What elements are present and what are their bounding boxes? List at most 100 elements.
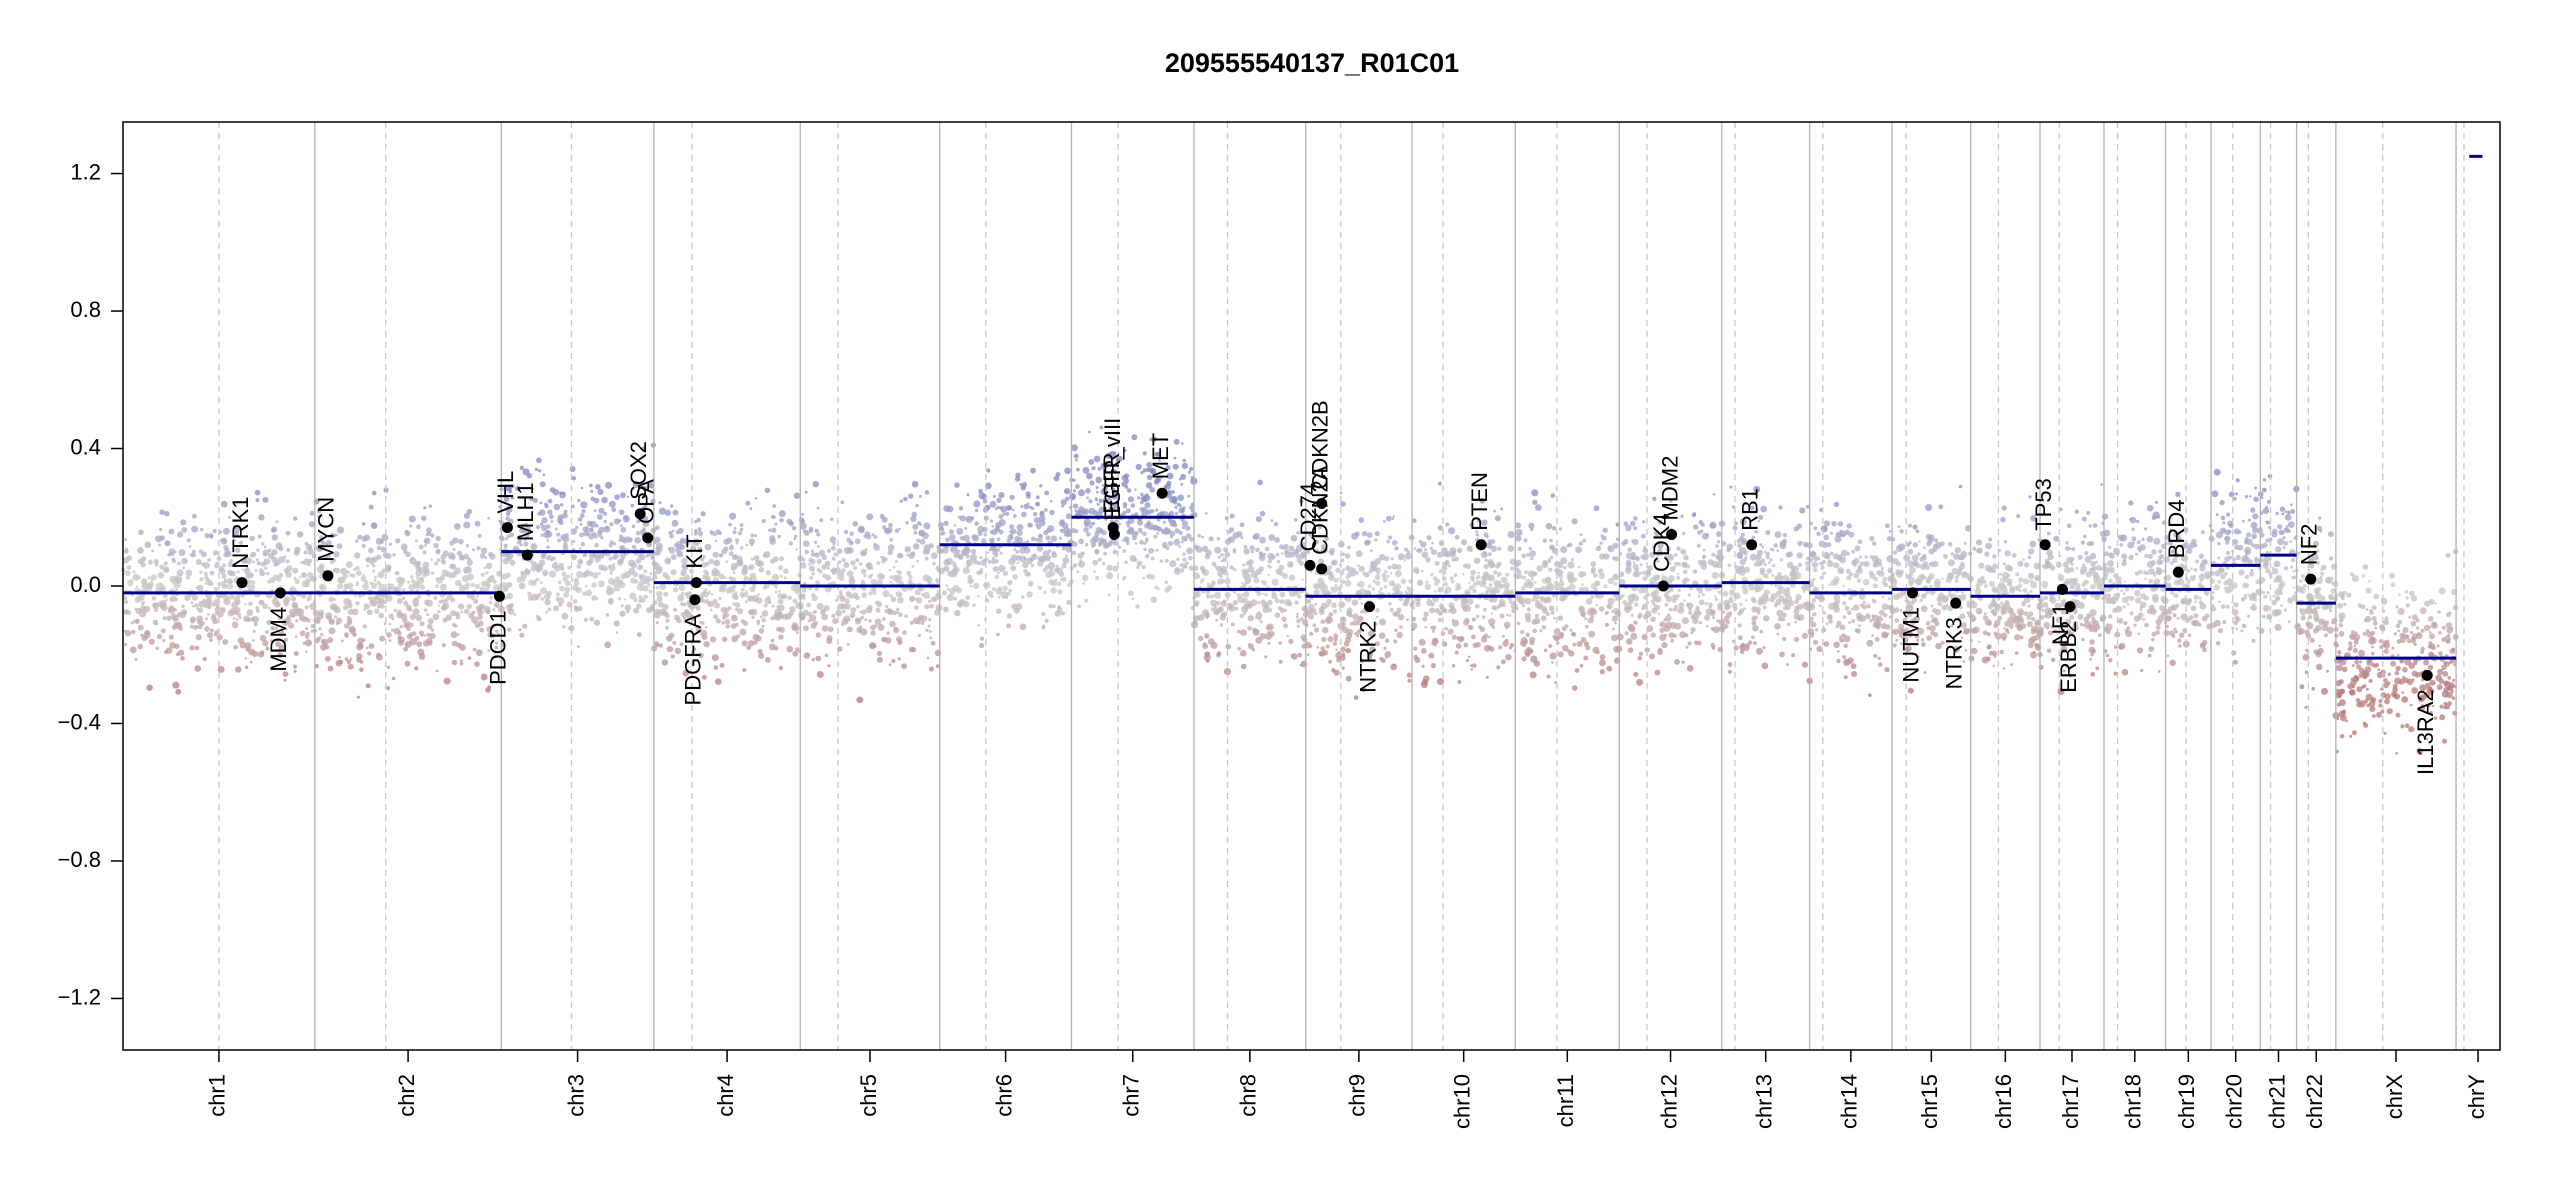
probe-point [1833,606,1841,613]
probe-point [362,583,369,591]
probe-point [1505,572,1510,577]
probe-point [905,521,909,525]
probe-point [620,536,627,543]
probe-point [752,583,757,589]
probe-point [1308,603,1315,611]
probe-point [1548,643,1553,649]
probe-point [1002,570,1009,576]
probe-point [1790,572,1798,580]
probe-point [1248,559,1254,565]
probe-point [1729,485,1733,489]
probe-point [1653,574,1660,581]
probe-point [849,612,856,618]
probe-point [1394,546,1399,551]
probe-point [1202,569,1209,576]
probe-point [893,627,900,634]
probe-point [1542,538,1548,543]
probe-point [1167,489,1173,495]
probe-point [1776,609,1784,617]
probe-point [1773,603,1779,608]
probe-point [1425,580,1429,584]
probe-point [539,581,543,585]
probe-point [897,570,903,575]
probe-point [1232,532,1240,539]
probe-point [551,562,558,569]
probe-point [1483,607,1487,612]
probe-point [698,547,703,552]
probe-point [1633,526,1638,531]
probe-point [1065,513,1072,520]
probe-point [151,595,157,601]
probe-point [542,473,546,477]
probe-point [361,536,368,542]
probe-point [1314,602,1318,606]
probe-point [236,612,242,617]
probe-point [1585,641,1589,645]
probe-point [1169,496,1176,504]
probe-point [613,584,621,592]
probe-point [1868,570,1874,576]
probe-point [1677,606,1685,614]
probe-point [174,643,180,650]
probe-point [703,588,708,592]
probe-point [1177,494,1184,502]
probe-point [535,577,540,582]
probe-point [579,523,583,526]
probe-point [1868,693,1872,697]
probe-point [1061,563,1067,569]
probe-point [1243,548,1250,555]
probe-point [440,583,447,591]
probe-point [605,613,610,617]
probe-point [832,618,838,625]
probe-point [450,631,458,639]
probe-point [1178,545,1182,548]
probe-point [569,466,576,472]
probe-point [876,579,883,586]
probe-point [1309,644,1313,648]
probe-point [1383,646,1387,650]
probe-point [306,598,310,602]
probe-point [1779,542,1787,550]
probe-point [956,549,961,554]
probe-point [761,624,765,628]
probe-point [783,576,787,580]
probe-point [1287,601,1293,607]
probe-point [611,507,617,513]
probe-point [1568,542,1573,547]
probe-point [741,640,748,647]
probe-point [1490,539,1496,544]
probe-point [1568,578,1575,584]
probe-point [1799,507,1806,514]
probe-point [1590,561,1597,567]
probe-point [977,525,985,533]
probe-point [732,530,737,535]
probe-point [1614,621,1617,625]
probe-point [1363,571,1369,578]
probe-point [1496,604,1502,609]
probe-point [1607,597,1615,605]
probe-point [1774,531,1782,539]
probe-point [1700,563,1708,570]
probe-point [1205,651,1211,657]
probe-point [826,638,833,644]
probe-point [155,582,162,590]
probe-point [1683,599,1686,602]
probe-point [750,557,754,561]
probe-point [748,640,755,647]
probe-point [453,567,461,575]
probe-point [213,586,219,592]
probe-point [882,617,886,621]
probe-point [1005,504,1012,511]
probe-point [996,505,1000,510]
probe-point [561,612,569,620]
probe-point [958,553,964,560]
probe-point [249,581,253,584]
probe-point [1524,570,1528,575]
probe-point [1853,572,1860,579]
probe-point [395,571,400,576]
probe-point [612,542,617,546]
probe-point [778,634,784,640]
probe-point [1739,536,1744,541]
probe-point [1599,669,1605,675]
probe-point [1182,557,1187,562]
